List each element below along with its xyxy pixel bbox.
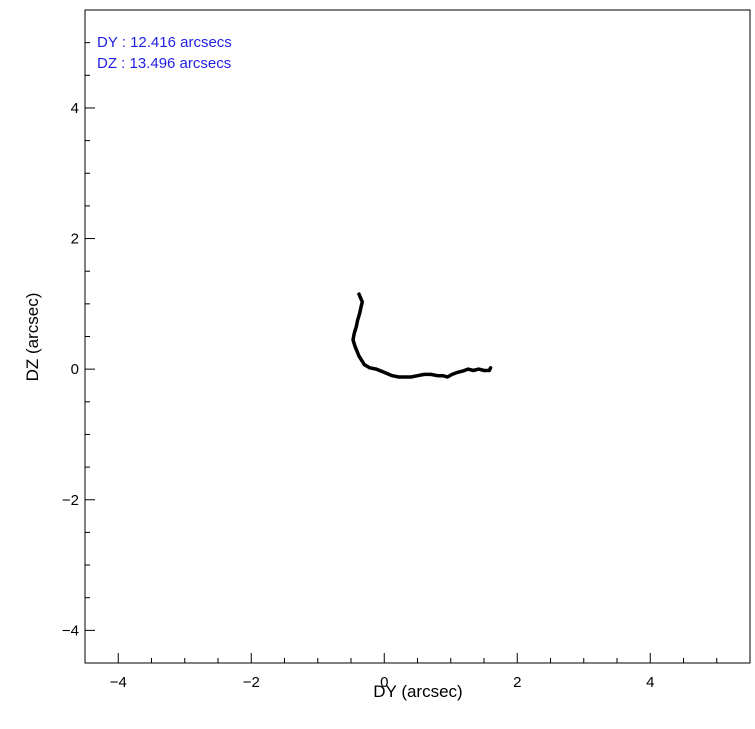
y-tick-label: 4 [71, 100, 79, 117]
tick-marks [84, 9, 751, 664]
x-tick-label: −2 [243, 674, 260, 691]
x-tick-label: 2 [513, 674, 521, 691]
y-tick-labels: −4 −2 0 2 4 [62, 100, 79, 639]
pointing-track-line [351, 292, 493, 379]
dz-annotation: DZ : 13.496 arcsecs [97, 55, 231, 72]
y-tick-label: 2 [71, 231, 79, 248]
x-tick-label: 0 [380, 674, 388, 691]
y-tick-label: −2 [62, 492, 79, 509]
plot-frame [84, 9, 751, 664]
y-tick-label: −4 [62, 622, 79, 639]
x-axis-title: DY (arcsec) [373, 682, 462, 701]
x-tick-label: −4 [110, 674, 127, 691]
y-tick-label: 0 [71, 361, 79, 378]
dy-annotation: DY : 12.416 arcsecs [97, 34, 232, 51]
x-tick-label: 4 [646, 674, 654, 691]
y-axis-title: DZ (arcsec) [23, 293, 42, 382]
x-tick-labels: −4 −2 0 2 4 [110, 674, 655, 691]
